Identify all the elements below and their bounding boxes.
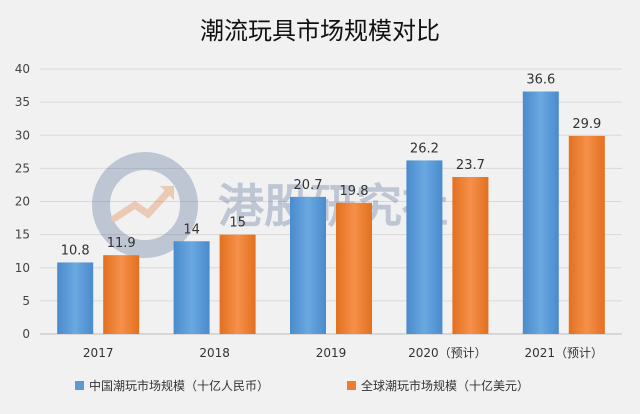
- y-tick-label: 30: [15, 128, 30, 142]
- x-tick-label: 2020（预计）: [408, 346, 487, 360]
- watermark-logo-ring: [92, 152, 198, 258]
- legend-label: 全球潮玩市场规模（十亿美元）: [361, 378, 529, 393]
- data-label: 29.9: [572, 117, 601, 132]
- watermark-arrow-icon: [110, 187, 173, 223]
- y-tick-label: 5: [22, 294, 30, 308]
- bar: [103, 255, 140, 334]
- bar: [406, 160, 443, 334]
- chart-title: 潮流玩具市场规模对比: [200, 17, 440, 45]
- y-tick-label: 20: [15, 195, 30, 209]
- y-tick-label: 10: [15, 261, 30, 275]
- legend-swatch: [347, 381, 356, 390]
- y-axis-ticks: 0 5 10 15 20 25 30 35 40: [15, 62, 30, 341]
- data-label: 11.9: [107, 236, 136, 251]
- data-label: 19.8: [340, 184, 369, 199]
- y-tick-label: 40: [15, 62, 30, 76]
- data-labels: 10.8 11.9 14 15 20.7 19.8 26.2 23.7 36.6 29.9: [61, 73, 602, 259]
- bar: [452, 176, 489, 334]
- bar: [57, 262, 94, 334]
- data-label: 15: [229, 216, 246, 231]
- data-label: 14: [183, 222, 200, 237]
- bars: [57, 91, 605, 335]
- data-label: 20.7: [294, 178, 323, 193]
- watermark-arrowhead-icon: [160, 186, 174, 200]
- y-tick-label: 0: [22, 327, 30, 341]
- x-tick-label: 2018: [199, 346, 230, 360]
- data-label: 10.8: [61, 243, 90, 258]
- bar: [173, 241, 210, 334]
- legend: 中国潮玩市场规模（十亿人民币） 全球潮玩市场规模（十亿美元）: [75, 378, 529, 393]
- bar: [290, 196, 326, 334]
- legend-label: 中国潮玩市场规模（十亿人民币）: [89, 378, 269, 393]
- y-tick-label: 35: [15, 95, 30, 109]
- y-tick-label: 25: [15, 161, 30, 175]
- data-label: 23.7: [456, 158, 485, 173]
- bar: [522, 91, 559, 335]
- x-tick-label: 2021（预计）: [525, 346, 604, 360]
- bar: [219, 234, 256, 334]
- data-label: 36.6: [526, 73, 555, 88]
- x-axis-ticks: 2017 2018 2019 2020（预计） 2021（预计）: [83, 346, 603, 360]
- x-tick-label: 2017: [83, 346, 114, 360]
- legend-swatch: [75, 381, 84, 390]
- data-label: 26.2: [410, 141, 439, 156]
- x-tick-label: 2019: [316, 346, 347, 360]
- bar: [336, 202, 372, 334]
- bar: [568, 135, 605, 334]
- y-tick-label: 15: [15, 228, 30, 242]
